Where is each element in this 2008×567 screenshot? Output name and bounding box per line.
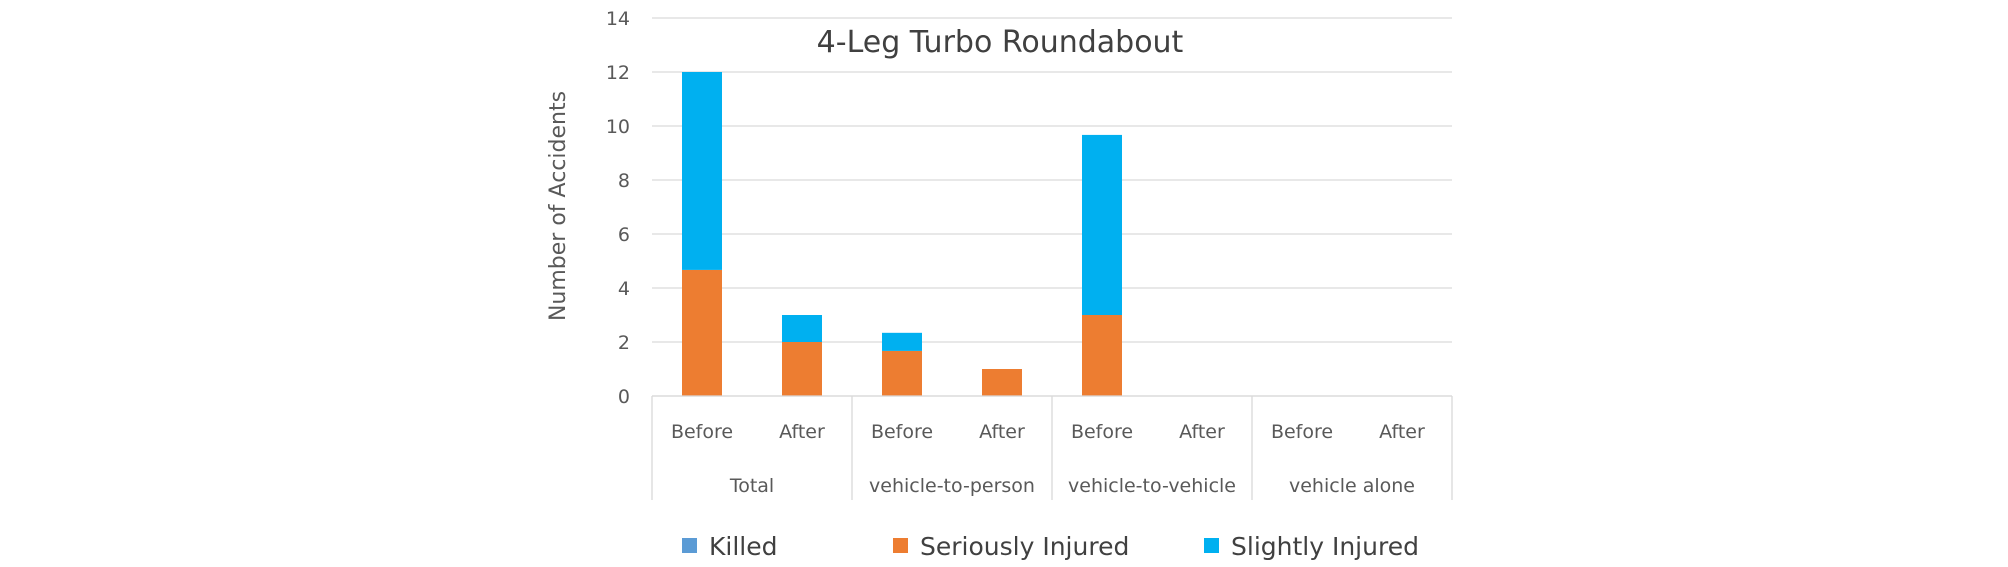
legend: Killed Seriously Injured Slightly Injured [682, 532, 1419, 561]
legend-label: Seriously Injured [920, 532, 1129, 561]
x-category-label: Before [671, 421, 733, 443]
bar-segment [782, 342, 822, 396]
bars [682, 72, 1122, 396]
bar-segment [682, 269, 722, 396]
y-tick-label: 12 [606, 62, 630, 84]
bar-segment [882, 332, 922, 351]
x-category-label: Before [1271, 421, 1333, 443]
x-category-label: After [779, 421, 825, 443]
y-tick-label: 10 [606, 116, 630, 138]
x-group-label: vehicle alone [1289, 475, 1415, 497]
x-group-label: vehicle-to-vehicle [1068, 475, 1236, 497]
y-tick-label: 0 [618, 386, 630, 408]
legend-swatch [682, 538, 697, 553]
y-tick-label: 14 [606, 8, 630, 30]
x-category-label: After [979, 421, 1025, 443]
y-tick-label: 4 [618, 278, 630, 300]
legend-swatch [893, 538, 908, 553]
legend-label: Killed [709, 532, 777, 561]
legend-swatch [1204, 538, 1219, 553]
x-group-label: Total [729, 475, 774, 497]
y-axis-ticks: 0 2 4 6 8 10 12 14 [606, 8, 630, 408]
y-axis-label: Number of Accidents [546, 91, 571, 321]
bar-segment [882, 350, 922, 396]
x-axis: Before After Before After Before After Before A… [651, 395, 1453, 500]
chart-title: 4-Leg Turbo Roundabout [817, 25, 1184, 60]
x-category-label: After [1379, 421, 1425, 443]
y-tick-label: 2 [618, 332, 630, 354]
x-category-label: Before [871, 421, 933, 443]
y-tick-label: 8 [618, 170, 630, 192]
bar-segment [782, 315, 822, 342]
gridlines [652, 17, 1452, 397]
x-group-label: vehicle-to-person [869, 475, 1035, 497]
bar-segment [682, 72, 722, 270]
x-category-label: After [1179, 421, 1225, 443]
bar-segment [1082, 134, 1122, 315]
y-tick-label: 6 [618, 224, 630, 246]
legend-label: Slightly Injured [1231, 532, 1419, 561]
bar-segment [1082, 315, 1122, 396]
bar-segment [982, 369, 1022, 396]
x-category-label: Before [1071, 421, 1133, 443]
